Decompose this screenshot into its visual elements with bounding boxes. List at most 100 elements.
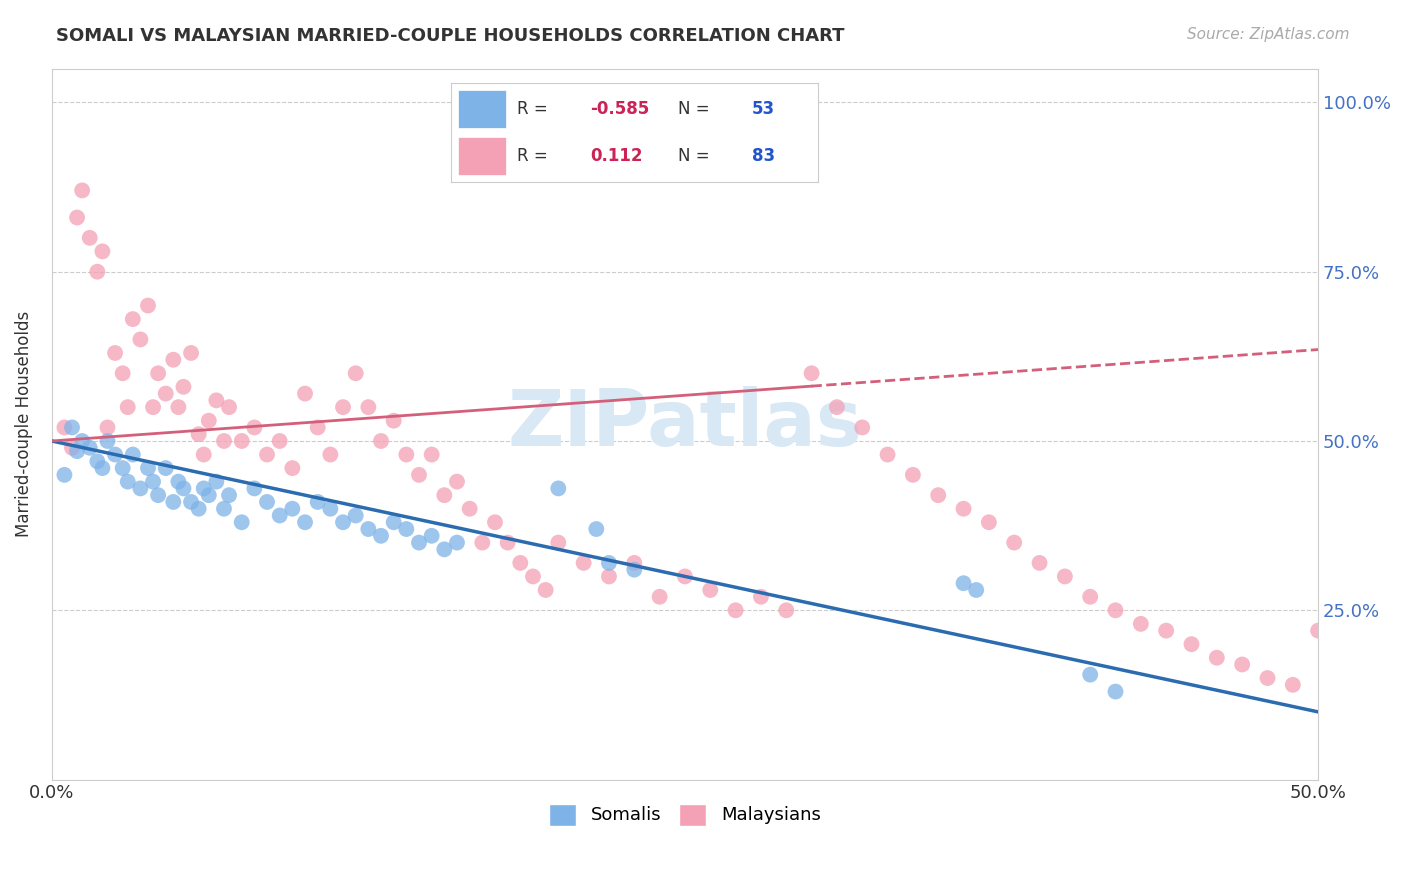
Point <box>585 522 607 536</box>
Point <box>952 576 974 591</box>
Point <box>408 535 430 549</box>
Point <box>1308 624 1330 638</box>
Point <box>433 488 456 502</box>
Point <box>70 183 93 197</box>
Point <box>294 515 316 529</box>
Point <box>129 333 152 347</box>
Point <box>136 461 159 475</box>
Point <box>370 434 392 448</box>
Point <box>121 312 143 326</box>
Point <box>509 556 531 570</box>
Point <box>344 508 367 523</box>
Point <box>471 535 494 549</box>
Point <box>1129 616 1152 631</box>
Point <box>420 529 443 543</box>
Point <box>256 495 278 509</box>
Point <box>927 488 949 502</box>
Point <box>96 434 118 448</box>
Point <box>357 400 380 414</box>
Point <box>1078 590 1101 604</box>
Point <box>155 386 177 401</box>
Point <box>1078 667 1101 681</box>
Point <box>420 448 443 462</box>
Point <box>1281 678 1303 692</box>
Point <box>648 590 671 604</box>
Point <box>86 454 108 468</box>
Point <box>623 563 645 577</box>
Point <box>357 522 380 536</box>
Point <box>408 467 430 482</box>
Point <box>197 414 219 428</box>
Point <box>876 448 898 462</box>
Point <box>155 461 177 475</box>
Point <box>281 501 304 516</box>
Point <box>281 461 304 475</box>
Point <box>111 366 134 380</box>
Point <box>332 515 354 529</box>
Point <box>218 488 240 502</box>
Point <box>395 522 418 536</box>
Point <box>212 501 235 516</box>
Point <box>111 461 134 475</box>
Point <box>382 515 405 529</box>
Point <box>825 400 848 414</box>
Point <box>307 495 329 509</box>
Point <box>104 346 127 360</box>
Point <box>142 475 165 489</box>
Point <box>395 448 418 462</box>
Point <box>53 467 76 482</box>
Point <box>952 501 974 516</box>
Y-axis label: Married-couple Households: Married-couple Households <box>15 311 32 537</box>
Point <box>1205 650 1227 665</box>
Point <box>901 467 924 482</box>
Point <box>458 501 481 516</box>
Text: Source: ZipAtlas.com: Source: ZipAtlas.com <box>1187 27 1350 42</box>
Point <box>851 420 873 434</box>
Point <box>1256 671 1278 685</box>
Point <box>1104 603 1126 617</box>
Point <box>598 556 620 570</box>
Point <box>193 448 215 462</box>
Point <box>142 400 165 414</box>
Point <box>53 420 76 434</box>
Point <box>172 380 194 394</box>
Legend: Somalis, Malaysians: Somalis, Malaysians <box>540 795 830 835</box>
Point <box>965 582 987 597</box>
Point <box>243 420 266 434</box>
Point <box>70 434 93 448</box>
Point <box>332 400 354 414</box>
Point <box>91 244 114 259</box>
Point <box>187 427 209 442</box>
Point <box>86 265 108 279</box>
Point <box>193 482 215 496</box>
Point <box>1002 535 1025 549</box>
Point <box>121 448 143 462</box>
Point <box>724 603 747 617</box>
Point <box>231 515 253 529</box>
Point <box>269 508 291 523</box>
Point <box>775 603 797 617</box>
Point <box>623 556 645 570</box>
Point <box>319 448 342 462</box>
Point <box>180 495 202 509</box>
Point <box>187 501 209 516</box>
Point <box>146 366 169 380</box>
Point <box>433 542 456 557</box>
Point <box>117 400 139 414</box>
Point <box>129 482 152 496</box>
Point <box>522 569 544 583</box>
Point <box>382 414 405 428</box>
Point <box>205 475 228 489</box>
Point <box>977 515 1000 529</box>
Point <box>212 434 235 448</box>
Point <box>1053 569 1076 583</box>
Point <box>370 529 392 543</box>
Point <box>117 475 139 489</box>
Point <box>344 366 367 380</box>
Point <box>446 475 468 489</box>
Point <box>96 420 118 434</box>
Point <box>66 444 89 458</box>
Point <box>800 366 823 380</box>
Point <box>496 535 519 549</box>
Point <box>162 495 184 509</box>
